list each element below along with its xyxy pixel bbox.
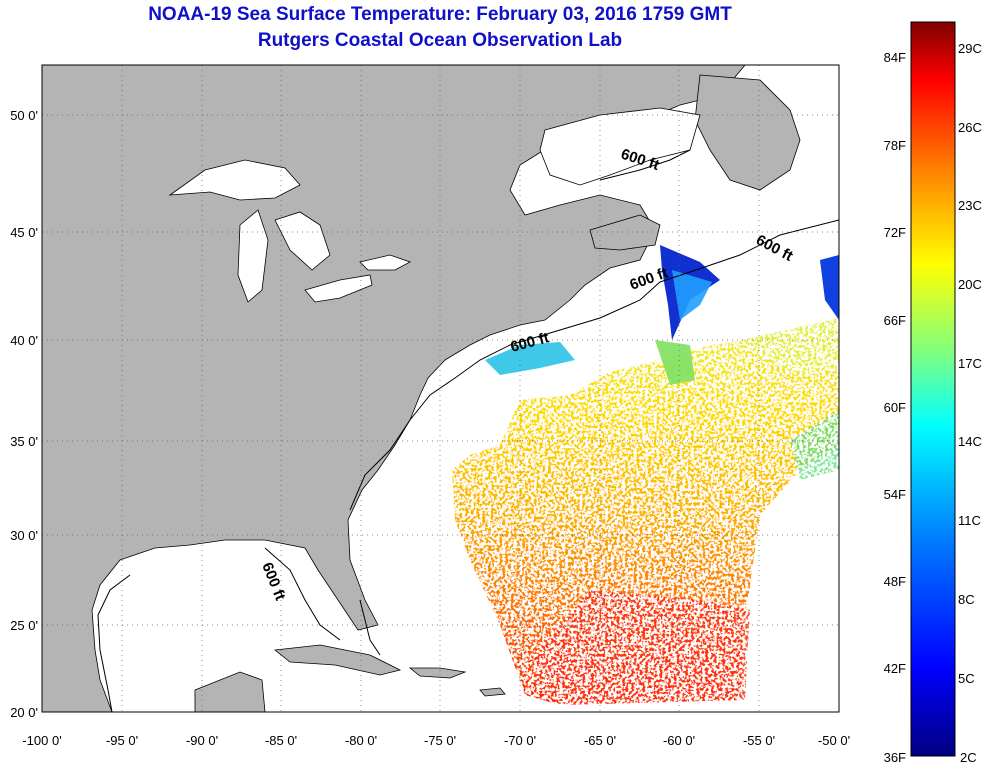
colorbar-c-label: 29C — [958, 41, 982, 56]
colorbar-f-label: 60F — [884, 400, 906, 415]
depth-contour-600ft — [97, 149, 839, 712]
lat-tick-label: 25 0' — [10, 618, 38, 633]
colorbar-c-label: 26C — [958, 120, 982, 135]
colorbar-f-label: 42F — [884, 661, 906, 676]
gulf-of-st-lawrence — [539, 107, 701, 186]
lon-tick-label: -80 0' — [345, 733, 377, 748]
lon-tick-label: -75 0' — [424, 733, 456, 748]
lon-tick-label: -85 0' — [265, 733, 297, 748]
map-title: NOAA-19 Sea Surface Temperature: Februar… — [148, 4, 732, 25]
colorbar-c-label: 2C — [960, 750, 977, 765]
lon-tick-label: -55 0' — [743, 733, 775, 748]
colorbar-fahrenheit-labels: 84F 78F 72F 66F 60F 54F 48F 42F 36F — [884, 50, 906, 765]
colorbar-c-label: 8C — [958, 592, 975, 607]
lon-tick-label: -70 0' — [504, 733, 536, 748]
lon-tick-label: -65 0' — [584, 733, 616, 748]
lat-tick-labels: 20 0' 25 0' 30 0' 35 0' 40 0' 45 0' 50 0… — [10, 108, 38, 720]
colorbar-c-label: 11C — [958, 513, 981, 528]
plot-border — [41, 64, 840, 713]
lat-tick-label: 35 0' — [10, 434, 38, 449]
lon-tick-label: -100 0' — [22, 733, 61, 748]
cold-water-patches — [485, 245, 839, 385]
lon-tick-labels: -100 0' -95 0' -90 0' -85 0' -80 0' -75 … — [22, 733, 850, 748]
land-mass — [42, 65, 801, 712]
colorbar-f-label: 72F — [884, 225, 906, 240]
colorbar-c-label: 23C — [958, 198, 982, 213]
colorbar-celsius-labels: 29C 26C 23C 20C 17C 14C 11C 8C 5C 2C — [958, 41, 982, 765]
map-subtitle: Rutgers Coastal Ocean Observation Lab — [257, 30, 623, 51]
colorbar-f-label: 84F — [884, 50, 906, 65]
lat-tick-label: 20 0' — [10, 705, 38, 720]
lat-tick-label: 50 0' — [10, 108, 38, 123]
lat-tick-label: 45 0' — [10, 225, 38, 240]
sst-data-field — [452, 318, 839, 705]
colorbar-f-label: 78F — [884, 138, 906, 153]
colorbar-f-label: 36F — [884, 750, 906, 765]
colorbar-f-label: 66F — [884, 313, 906, 328]
lat-tick-label: 40 0' — [10, 333, 38, 348]
colorbar-f-label: 54F — [884, 487, 906, 502]
colorbar-c-label: 17C — [958, 356, 982, 371]
lon-tick-label: -50 0' — [818, 733, 850, 748]
lat-tick-label: 30 0' — [10, 528, 38, 543]
colorbar-c-label: 14C — [958, 434, 982, 449]
lon-tick-label: -60 0' — [663, 733, 695, 748]
lon-tick-label: -90 0' — [186, 733, 218, 748]
colorbar — [910, 21, 956, 757]
lon-tick-label: -95 0' — [106, 733, 138, 748]
colorbar-f-label: 48F — [884, 574, 906, 589]
colorbar-c-label: 20C — [958, 277, 982, 292]
great-lakes — [168, 159, 411, 303]
colorbar-c-label: 5C — [958, 671, 975, 686]
